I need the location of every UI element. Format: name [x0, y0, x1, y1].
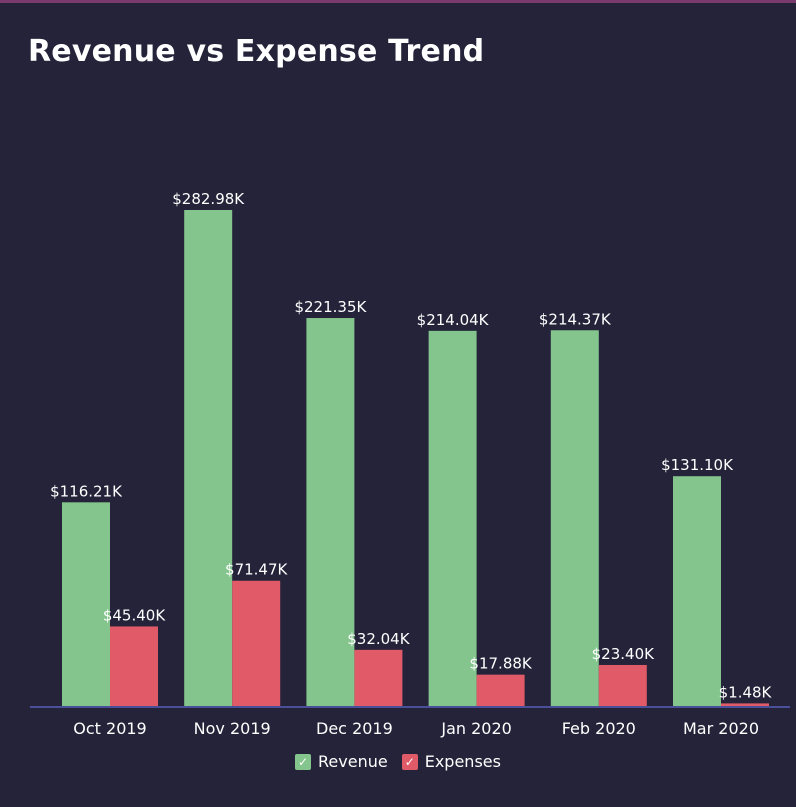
bar-revenue-4[interactable]	[550, 330, 599, 706]
value-label-expenses-5: $1.48K	[719, 683, 773, 701]
value-label-expenses-2: $32.04K	[347, 630, 410, 648]
check-icon[interactable]: ✓	[295, 753, 312, 770]
bars-group	[62, 210, 769, 706]
value-label-revenue-2: $221.35K	[294, 298, 367, 316]
bar-expenses-1[interactable]	[232, 580, 281, 706]
bar-expenses-4[interactable]	[598, 664, 647, 706]
value-label-expenses-1: $71.47K	[225, 561, 288, 579]
legend-item-revenue[interactable]: ✓ Revenue	[295, 752, 388, 771]
x-tick-label: Jan 2020	[440, 719, 511, 738]
value-label-revenue-4: $214.37K	[539, 310, 612, 328]
bar-expenses-3[interactable]	[476, 674, 525, 706]
value-label-expenses-4: $23.40K	[592, 645, 655, 663]
bar-revenue-0[interactable]	[62, 502, 110, 706]
value-label-revenue-1: $282.98K	[172, 190, 245, 208]
x-tick-label: Dec 2019	[316, 719, 393, 738]
legend-label-revenue: Revenue	[318, 752, 388, 771]
value-label-expenses-0: $45.40K	[103, 606, 166, 624]
x-tick-label: Oct 2019	[73, 719, 146, 738]
bar-expenses-2[interactable]	[354, 649, 403, 706]
x-tick-label: Feb 2020	[562, 719, 636, 738]
legend: ✓ Revenue ✓ Expenses	[0, 752, 796, 771]
value-label-revenue-5: $131.10K	[661, 456, 734, 474]
bar-revenue-5[interactable]	[673, 476, 721, 706]
bar-expenses-5[interactable]	[721, 703, 769, 706]
chart-title: Revenue vs Expense Trend	[28, 34, 485, 69]
legend-item-expenses[interactable]: ✓ Expenses	[401, 752, 501, 771]
legend-label-expenses: Expenses	[424, 752, 501, 771]
bar-revenue-3[interactable]	[428, 330, 477, 706]
x-tick-label: Nov 2019	[194, 719, 271, 738]
value-label-revenue-3: $214.04K	[417, 311, 490, 329]
value-label-expenses-3: $17.88K	[469, 655, 532, 673]
bar-revenue-1[interactable]	[184, 210, 233, 706]
check-icon[interactable]: ✓	[401, 753, 418, 770]
bar-revenue-2[interactable]	[306, 318, 355, 706]
value-label-revenue-0: $116.21K	[50, 482, 123, 500]
top-accent-border	[0, 0, 796, 3]
x-tick-labels-group: Oct 2019 Nov 2019 Dec 2019 Jan 2020 Feb 2020…	[73, 719, 759, 738]
value-labels-group: $116.21K $45.40K $282.98K $71.47K $221.35K $3…	[50, 190, 772, 701]
bar-expenses-0[interactable]	[110, 626, 158, 706]
x-tick-label: Mar 2020	[683, 719, 759, 738]
